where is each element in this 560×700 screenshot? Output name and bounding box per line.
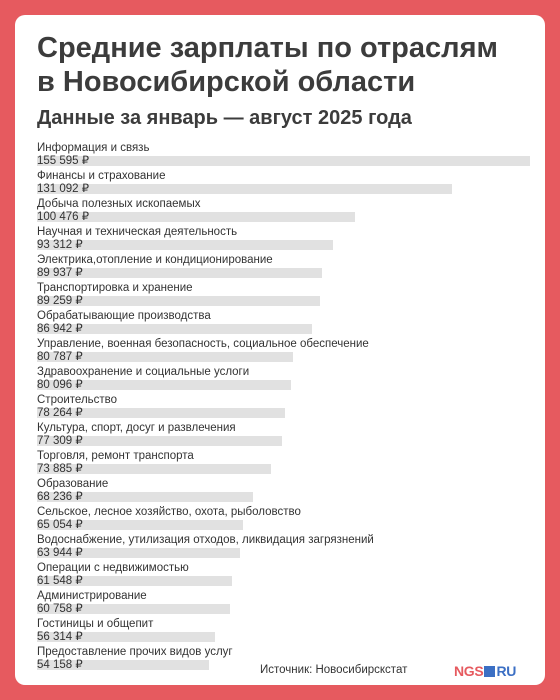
bar-row: Водоснабжение, утилизация отходов, ликви… [37, 534, 537, 562]
bar-value-label: 77 309 ₽ [37, 435, 83, 447]
source-note: Источник: Новосибирскстат [260, 664, 408, 676]
bar-chart: Информация и связь 155 595 ₽ Финансы и стр… [15, 15, 545, 685]
bar [37, 324, 312, 334]
bar [37, 212, 355, 222]
bar-category-label: Обрабатывающие производства [37, 310, 211, 322]
bar [37, 184, 452, 194]
bar-category-label: Водоснабжение, утилизация отходов, ликви… [37, 534, 374, 546]
bar-value-label: 54 158 ₽ [37, 659, 83, 671]
bar-value-label: 61 548 ₽ [37, 575, 83, 587]
bar-value-label: 80 096 ₽ [37, 379, 83, 391]
bar [37, 240, 333, 250]
bar-category-label: Сельское, лесное хозяйство, охота, рыбол… [37, 506, 301, 518]
bar [37, 352, 293, 362]
bar [37, 464, 271, 474]
logo-ngs-text: NGS [454, 663, 484, 679]
bar-row: Транспортировка и хранение 89 259 ₽ [37, 282, 537, 310]
bar-row: Управление, военная безопасность, социал… [37, 338, 537, 366]
bar [37, 296, 320, 306]
bar [37, 576, 232, 586]
bar-value-label: 100 476 ₽ [37, 211, 90, 223]
bar-row: Операции с недвижимостью 61 548 ₽ [37, 562, 537, 590]
bar-category-label: Добыча полезных ископаемых [37, 198, 201, 210]
bar-value-label: 86 942 ₽ [37, 323, 83, 335]
chart-subtitle: Данные за январь — август 2025 года [37, 107, 412, 129]
bar-value-label: 73 885 ₽ [37, 463, 83, 475]
logo-square-icon [484, 665, 496, 677]
bar-category-label: Образование [37, 478, 109, 490]
bar [37, 548, 240, 558]
bar-value-label: 131 092 ₽ [37, 183, 90, 195]
bar-value-label: 89 937 ₽ [37, 267, 83, 279]
bar-row: Добыча полезных ископаемых 100 476 ₽ [37, 198, 537, 226]
bar-category-label: Электрика,отопление и кондиционирование [37, 254, 273, 266]
bar-category-label: Строительство [37, 394, 118, 406]
bar-category-label: Администрирование [37, 590, 147, 602]
bar [37, 492, 253, 502]
bar-category-label: Гостиницы и общепит [37, 618, 154, 630]
bar [37, 156, 530, 166]
bar-value-label: 89 259 ₽ [37, 295, 83, 307]
chart-title: Средние зарплаты по отраслям в Новосибир… [37, 32, 498, 98]
bar-category-label: Управление, военная безопасность, социал… [37, 338, 369, 350]
bar-row: Обрабатывающие производства 86 942 ₽ [37, 310, 537, 338]
bar-value-label: 68 236 ₽ [37, 491, 83, 503]
bar-category-label: Научная и техническая деятельность [37, 226, 238, 238]
bar-row: Электрика,отопление и кондиционирование 8… [37, 254, 537, 282]
bar [37, 660, 209, 670]
bar [37, 268, 322, 278]
bar-value-label: 60 758 ₽ [37, 603, 83, 615]
bar-row: Торговля, ремонт транспорта 73 885 ₽ [37, 450, 537, 478]
bar-category-label: Предоставление прочих видов услуг [37, 646, 233, 658]
bar-category-label: Здравоохранение и социальные услоги [37, 366, 250, 378]
bar-value-label: 93 312 ₽ [37, 239, 83, 251]
bar [37, 632, 215, 642]
bar [37, 604, 230, 614]
bar-category-label: Операции с недвижимостью [37, 562, 189, 574]
bar-row: Предоставление прочих видов услуг 54 158 … [37, 646, 537, 674]
bar-category-label: Торговля, ремонт транспорта [37, 450, 194, 462]
bar-value-label: 155 595 ₽ [37, 155, 90, 167]
bar-value-label: 63 944 ₽ [37, 547, 83, 559]
bar [37, 408, 285, 418]
bar-value-label: 56 314 ₽ [37, 631, 83, 643]
bar [37, 436, 282, 446]
bar [37, 520, 243, 530]
bar-row: Гостиницы и общепит 56 314 ₽ [37, 618, 537, 646]
bar-row: Администрирование 60 758 ₽ [37, 590, 537, 618]
logo-ru-text: RU [496, 663, 517, 679]
bar-category-label: Транспортировка и хранение [37, 282, 193, 294]
bar-category-label: Финансы и страхование [37, 170, 166, 182]
bar-category-label: Культура, спорт, досуг и развлечения [37, 422, 236, 434]
bar-row: Финансы и страхование 131 092 ₽ [37, 170, 537, 198]
bar-category-label: Информация и связь [37, 142, 150, 154]
bar-row: Образование 68 236 ₽ [37, 478, 537, 506]
bar-value-label: 65 054 ₽ [37, 519, 83, 531]
infographic-card: Средние зарплаты по отраслям в Новосибир… [15, 15, 545, 685]
bar-value-label: 78 264 ₽ [37, 407, 83, 419]
bar-row: Информация и связь 155 595 ₽ [37, 142, 537, 170]
bar-row: Здравоохранение и социальные услоги 80 09… [37, 366, 537, 394]
bar-row: Культура, спорт, досуг и развлечения 77 3… [37, 422, 537, 450]
bar [37, 380, 291, 390]
ngs-logo[interactable]: NGS RU [454, 663, 516, 679]
bar-value-label: 80 787 ₽ [37, 351, 83, 363]
bar-row: Строительство 78 264 ₽ [37, 394, 537, 422]
bar-row: Сельское, лесное хозяйство, охота, рыбол… [37, 506, 537, 534]
bar-row: Научная и техническая деятельность 93 312… [37, 226, 537, 254]
